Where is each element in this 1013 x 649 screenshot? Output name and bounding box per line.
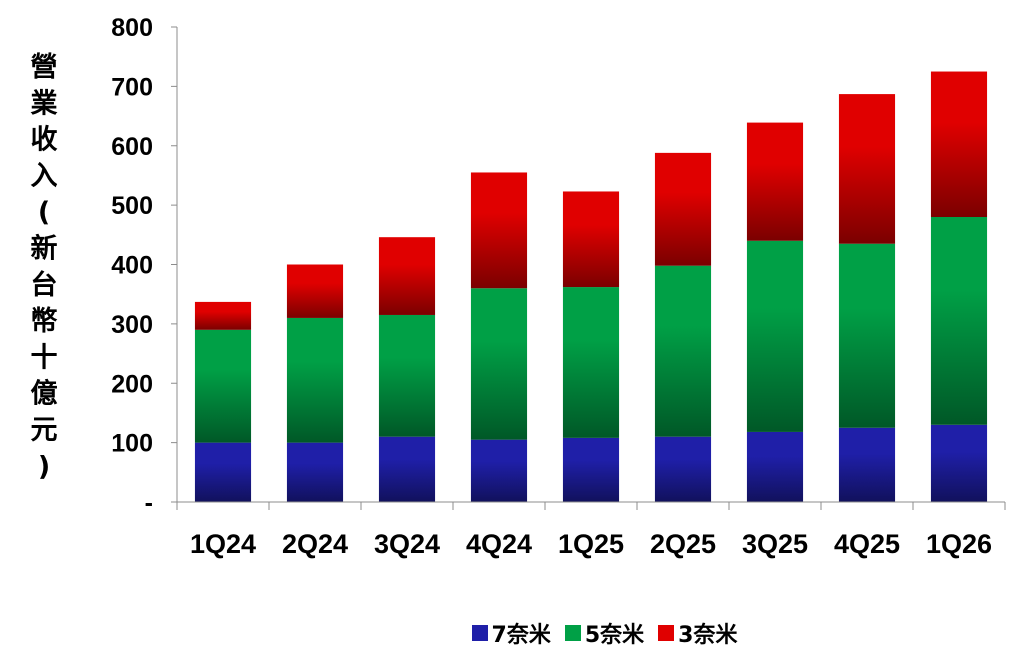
- x-tick-label: 1Q26: [926, 529, 992, 559]
- bar-segment: [194, 301, 252, 330]
- x-tick-label: 2Q25: [650, 529, 716, 559]
- y-axis-label-char: 新: [31, 233, 58, 265]
- legend: 7奈米 5奈米 3奈米: [0, 617, 1013, 649]
- x-tick-label: 4Q25: [834, 529, 900, 559]
- bar-segment: [378, 237, 436, 315]
- bar-segment: [838, 427, 896, 502]
- y-axis-label-char: 業: [31, 88, 58, 119]
- y-axis-label-char: 元: [31, 415, 58, 446]
- legend-swatch: [471, 625, 488, 641]
- bar-segment: [194, 329, 252, 443]
- y-axis-label-char: 十: [31, 342, 58, 373]
- bar-segment: [746, 431, 804, 502]
- legend-swatch: [564, 625, 581, 641]
- bar-segment: [838, 243, 896, 428]
- y-axis-label-char: 幣: [31, 306, 58, 337]
- legend-item: 5奈米: [564, 617, 645, 649]
- y-axis-label-char: 入: [31, 161, 58, 192]
- bar-segment: [654, 436, 712, 502]
- y-tick-label: 400: [111, 252, 153, 280]
- legend-item: 3奈米: [658, 617, 737, 649]
- y-axis-label-char: 億: [31, 379, 58, 410]
- legend-label: 5奈米: [584, 623, 645, 648]
- bar-segment: [286, 442, 344, 502]
- y-axis-label-char: ): [38, 451, 50, 482]
- legend-item: 7奈米: [471, 617, 551, 649]
- y-tick-label: 700: [111, 73, 153, 101]
- y-tick-label: 100: [111, 430, 153, 458]
- y-tick-label: 500: [111, 192, 153, 220]
- y-tick-label: -: [145, 489, 153, 517]
- bar-segment: [930, 424, 988, 502]
- bar-segment: [654, 265, 712, 437]
- bar-segment: [838, 94, 896, 244]
- bar-segment: [930, 217, 988, 425]
- y-axis-label-char: 營: [31, 52, 58, 83]
- bar-segment: [562, 437, 620, 502]
- y-tick-label: 300: [111, 311, 153, 339]
- x-tick-label: 2Q24: [282, 529, 348, 559]
- legend-label: 7奈米: [491, 623, 551, 648]
- bar-segment: [194, 442, 252, 502]
- bar-segment: [286, 317, 344, 443]
- bar-segment: [930, 71, 988, 217]
- x-tick-label: 4Q24: [466, 529, 532, 559]
- x-tick-label: 3Q25: [742, 529, 808, 559]
- y-axis-label-char: 收: [31, 125, 58, 156]
- bar-segment: [470, 439, 528, 502]
- bar-segment: [378, 314, 436, 437]
- legend-swatch: [658, 625, 675, 641]
- x-tick-label: 1Q24: [190, 529, 256, 559]
- bar-segment: [562, 191, 620, 288]
- y-tick-label: 200: [111, 370, 153, 398]
- bar-segment: [378, 436, 436, 502]
- bar-segment: [562, 287, 620, 438]
- y-axis-label-char: 台: [31, 269, 58, 301]
- legend-label: 3奈米: [678, 623, 738, 648]
- bar-segment: [286, 264, 344, 318]
- bar-segment: [746, 240, 804, 432]
- y-tick-label: 800: [111, 14, 153, 42]
- bar-segment: [470, 172, 528, 289]
- y-axis-label-char: (: [38, 197, 50, 228]
- bar-segment: [654, 152, 712, 266]
- y-tick-label: 600: [111, 133, 153, 161]
- bar-segment: [746, 122, 804, 241]
- bar-segment: [470, 288, 528, 440]
- x-tick-label: 3Q24: [374, 529, 440, 559]
- x-tick-label: 1Q25: [558, 529, 624, 559]
